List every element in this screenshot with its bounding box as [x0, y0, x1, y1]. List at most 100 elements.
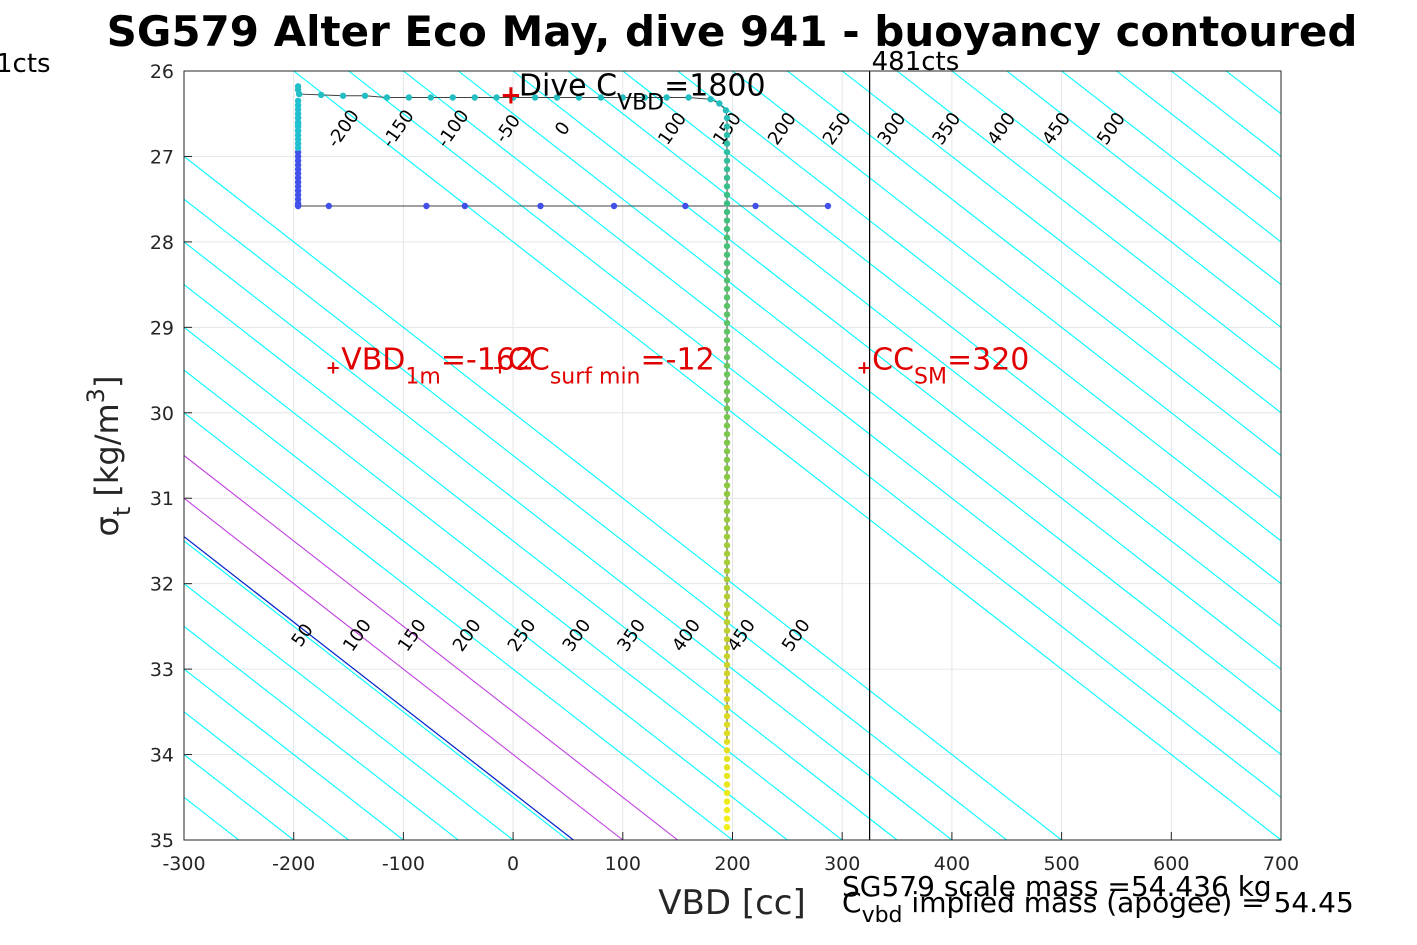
annotation-label-value: =320	[947, 342, 1029, 377]
dive_path-point	[723, 704, 731, 711]
dive_path-point	[723, 234, 731, 241]
dive_path-point	[723, 584, 731, 592]
dive_path-point	[723, 627, 731, 634]
x-tick-label: -200	[272, 853, 315, 875]
x-tick-label: 600	[1153, 853, 1189, 875]
dive_path_deep-point	[723, 823, 731, 831]
contour-line	[1006, 71, 1281, 286]
dive_path-point	[723, 225, 731, 233]
contour-line	[896, 71, 1281, 371]
dive_path-point	[723, 413, 731, 421]
chart-title: SG579 Alter Eco May, dive 941 - buoyancy…	[107, 7, 1358, 56]
y-tick-label: 31	[150, 488, 174, 510]
contour-line	[622, 71, 1281, 585]
dive_path-point	[722, 107, 730, 114]
y-axis-label-unit-close: ]	[88, 376, 126, 388]
dive_path-point	[723, 277, 731, 284]
annotation-label: Dive CVBD=1800	[519, 68, 766, 115]
annotation-label-value: =1800	[664, 68, 765, 103]
dive_path_deep-point	[723, 815, 731, 822]
dive_path-point	[723, 319, 731, 327]
dive_path-point	[723, 636, 731, 643]
x-tick-label: 100	[605, 853, 641, 875]
contour-line	[1061, 71, 1281, 243]
annotation-label: CCsurf min=-12	[508, 342, 715, 389]
dive_path_deep-point	[723, 806, 731, 814]
dive_path-point	[723, 678, 731, 686]
x-tick-label: -100	[382, 853, 425, 875]
dive_path-point	[723, 576, 731, 583]
data-points	[294, 83, 832, 831]
dive_path-point	[723, 302, 731, 310]
dive_path-point	[723, 140, 731, 147]
dive_path-point	[723, 242, 731, 250]
annotation-label-main: Dive C	[519, 68, 617, 103]
dive_path-point	[723, 354, 731, 361]
x-tick-label: -300	[162, 853, 205, 875]
dive_path-point	[723, 456, 731, 463]
dive_path_deep-point	[723, 755, 731, 763]
dive_path-point	[663, 94, 670, 101]
dive_path_deep-point	[723, 772, 731, 780]
contour-line	[403, 71, 1281, 756]
left-edge-count-label: 1cts	[0, 49, 51, 79]
contour-lines	[184, 71, 1281, 840]
x-tick-label: 0	[507, 853, 519, 875]
dive_path-point	[723, 610, 731, 617]
dive_path_deep-point	[723, 798, 731, 805]
dive_path-point	[723, 516, 731, 523]
dive_path-point	[723, 542, 731, 549]
dive_path-point	[509, 94, 517, 101]
footer-implied-mass-post: implied mass (apogee) = 54.45	[903, 886, 1354, 919]
contour-line	[1280, 71, 1281, 72]
contour-line	[184, 582, 514, 840]
dive_path-point	[723, 729, 731, 737]
climb_path-point	[294, 202, 302, 210]
dive_path-point	[716, 100, 723, 107]
annotation-marker: +	[500, 80, 522, 110]
dive_path-point	[723, 533, 731, 540]
dive_path-point	[723, 328, 731, 335]
cluster-point	[294, 114, 302, 122]
footer-implied-mass-main: C	[842, 886, 862, 919]
x-tick-label: 300	[824, 853, 860, 875]
dive_path-point	[723, 183, 731, 190]
dive_path-point	[707, 95, 714, 103]
contour-line	[184, 241, 953, 840]
y-tick-label: 30	[150, 403, 174, 425]
annotation-label-sub: 1m	[405, 364, 440, 389]
climb_path-point	[423, 202, 430, 210]
dive_path_deep-point	[723, 781, 731, 788]
dive_path-point	[723, 687, 731, 694]
contour-line	[184, 625, 459, 840]
dive_path-point	[723, 114, 731, 122]
dive_path-point	[641, 94, 648, 101]
climb_path-point	[824, 202, 832, 210]
contour-line	[951, 71, 1281, 329]
dive_path-point	[723, 430, 731, 438]
dive_path-point	[723, 465, 731, 472]
dive_path-point	[723, 405, 731, 412]
dive_path-point	[575, 94, 583, 101]
dive_path-point	[723, 268, 731, 275]
cluster-point	[294, 120, 302, 128]
contour-line	[184, 540, 569, 840]
annotation-label-main: VBD	[341, 342, 405, 377]
dive_path-point	[449, 94, 456, 101]
dive_path-point	[361, 92, 369, 99]
dive_path-point	[723, 550, 731, 557]
dive_path-point	[723, 157, 731, 164]
dive_path-point	[723, 524, 731, 532]
dive_path-point	[723, 336, 731, 344]
dive_path-point	[723, 131, 731, 139]
dive_path-point	[723, 721, 731, 728]
contour-line	[184, 155, 1062, 840]
vertical-reference-lines: 481cts	[869, 47, 959, 840]
contour-line	[567, 71, 1281, 628]
y-tick-label: 29	[150, 317, 174, 339]
dive_path-point	[723, 490, 731, 498]
dive_path-point	[723, 439, 731, 446]
dive_path-point	[383, 94, 391, 101]
contour-line	[677, 71, 1281, 542]
dive_path-point	[723, 294, 731, 301]
